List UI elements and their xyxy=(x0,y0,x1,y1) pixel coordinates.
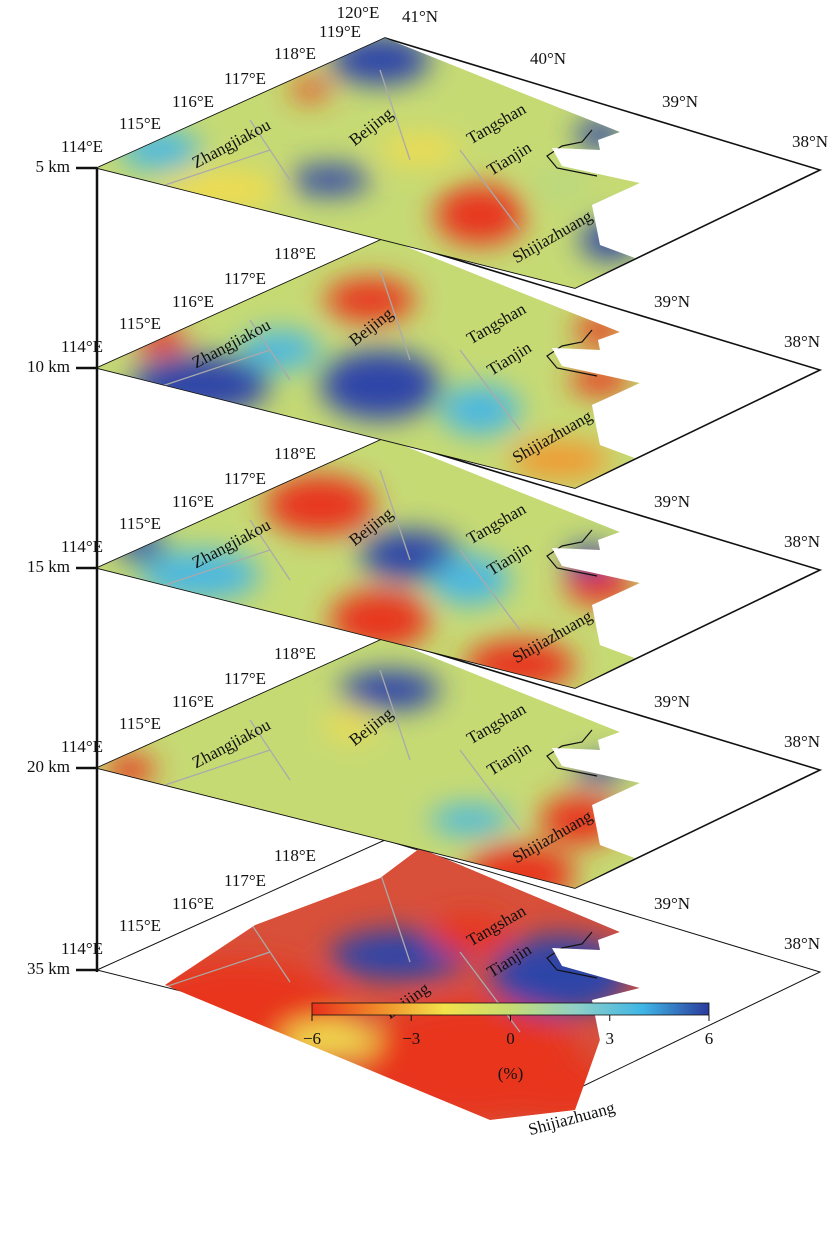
lon-label: 114°E xyxy=(61,137,103,156)
lon-label: 118°E xyxy=(274,444,316,463)
anomaly-blob xyxy=(290,165,370,195)
lon-label: 118°E xyxy=(274,846,316,865)
lon-label: 115°E xyxy=(119,714,161,733)
colorbar-bar xyxy=(312,1003,709,1015)
colorbar-label: (%) xyxy=(498,1064,523,1083)
depth-slice: 10 km114°E115°E116°E117°E118°E39°N38°NZh… xyxy=(27,238,820,488)
colorbar-tick-label: 6 xyxy=(705,1029,714,1048)
depth-label: 15 km xyxy=(27,557,70,576)
lon-label: 116°E xyxy=(172,92,214,111)
anomaly-blob xyxy=(280,1020,380,1060)
anomaly-blob xyxy=(380,135,460,165)
anomaly-blob xyxy=(115,530,165,560)
depth-label: 20 km xyxy=(27,757,70,776)
lon-label: 117°E xyxy=(224,871,266,890)
lat-label: 38°N xyxy=(784,532,820,551)
depth-slice: 35 km114°E115°E116°E117°E118°E39°N38°NTa… xyxy=(27,840,820,1139)
layers: 35 km114°E115°E116°E117°E118°E39°N38°NTa… xyxy=(27,3,828,1139)
anomaly-blob xyxy=(160,170,280,210)
depth-label: 10 km xyxy=(27,357,70,376)
anomaly-blob xyxy=(105,755,155,785)
lat-label: 38°N xyxy=(792,132,828,151)
lat-label: 40°N xyxy=(530,49,566,68)
lon-label: 118°E xyxy=(274,644,316,663)
lat-label: 39°N xyxy=(654,292,690,311)
lon-label: 115°E xyxy=(119,114,161,133)
colorbar-tick-label: 3 xyxy=(606,1029,615,1048)
lon-label: 115°E xyxy=(119,916,161,935)
anomaly-blob xyxy=(440,385,520,435)
lon-label: 116°E xyxy=(172,692,214,711)
anomaly-blob xyxy=(430,805,510,835)
lon-label: 119°E xyxy=(319,22,361,41)
figure: 35 km114°E115°E116°E117°E118°E39°N38°NTa… xyxy=(0,0,840,1251)
colorbar-tick-label: −3 xyxy=(402,1029,420,1048)
anomaly-blob xyxy=(530,170,590,200)
lon-label: 118°E xyxy=(274,44,316,63)
lon-label: 116°E xyxy=(172,292,214,311)
lon-label: 120°E xyxy=(337,3,380,22)
lon-label: 117°E xyxy=(224,269,266,288)
lon-label: 115°E xyxy=(119,314,161,333)
anomaly-blob xyxy=(290,80,330,100)
anomaly-blob xyxy=(330,35,430,85)
lat-label: 39°N xyxy=(662,92,698,111)
lat-label: 38°N xyxy=(784,332,820,351)
lat-label: 38°N xyxy=(784,732,820,751)
colorbar-tick-label: 0 xyxy=(506,1029,515,1048)
lon-label: 118°E xyxy=(274,244,316,263)
lat-label: 38°N xyxy=(784,934,820,953)
lon-label: 115°E xyxy=(119,514,161,533)
colorbar-tick-label: −6 xyxy=(303,1029,321,1048)
lon-label: 117°E xyxy=(224,669,266,688)
lat-label: 41°N xyxy=(402,7,438,26)
lat-label: 39°N xyxy=(654,492,690,511)
lon-label: 116°E xyxy=(172,894,214,913)
lat-label: 39°N xyxy=(654,894,690,913)
lon-label: 117°E xyxy=(224,469,266,488)
anomaly-blob xyxy=(340,670,440,710)
anomaly-map xyxy=(130,848,640,1120)
depth-label: 35 km xyxy=(27,959,70,978)
lon-label: 116°E xyxy=(172,492,214,511)
anomaly-blob xyxy=(320,350,440,420)
anomaly-blob xyxy=(435,185,525,245)
anomaly-blob xyxy=(120,130,200,170)
lon-label: 117°E xyxy=(224,69,266,88)
depth-label: 5 km xyxy=(36,157,70,176)
lat-label: 39°N xyxy=(654,692,690,711)
